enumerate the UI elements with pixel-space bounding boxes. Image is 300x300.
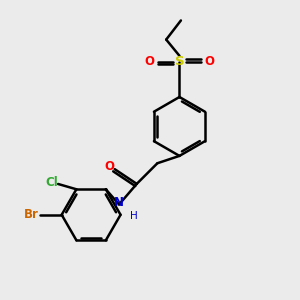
Text: O: O: [205, 55, 215, 68]
Text: S: S: [175, 55, 184, 68]
Text: Cl: Cl: [45, 176, 58, 189]
Text: N: N: [114, 196, 124, 209]
Text: O: O: [144, 55, 154, 68]
Text: O: O: [104, 160, 114, 173]
Text: Br: Br: [24, 208, 39, 221]
Text: H: H: [130, 211, 138, 221]
